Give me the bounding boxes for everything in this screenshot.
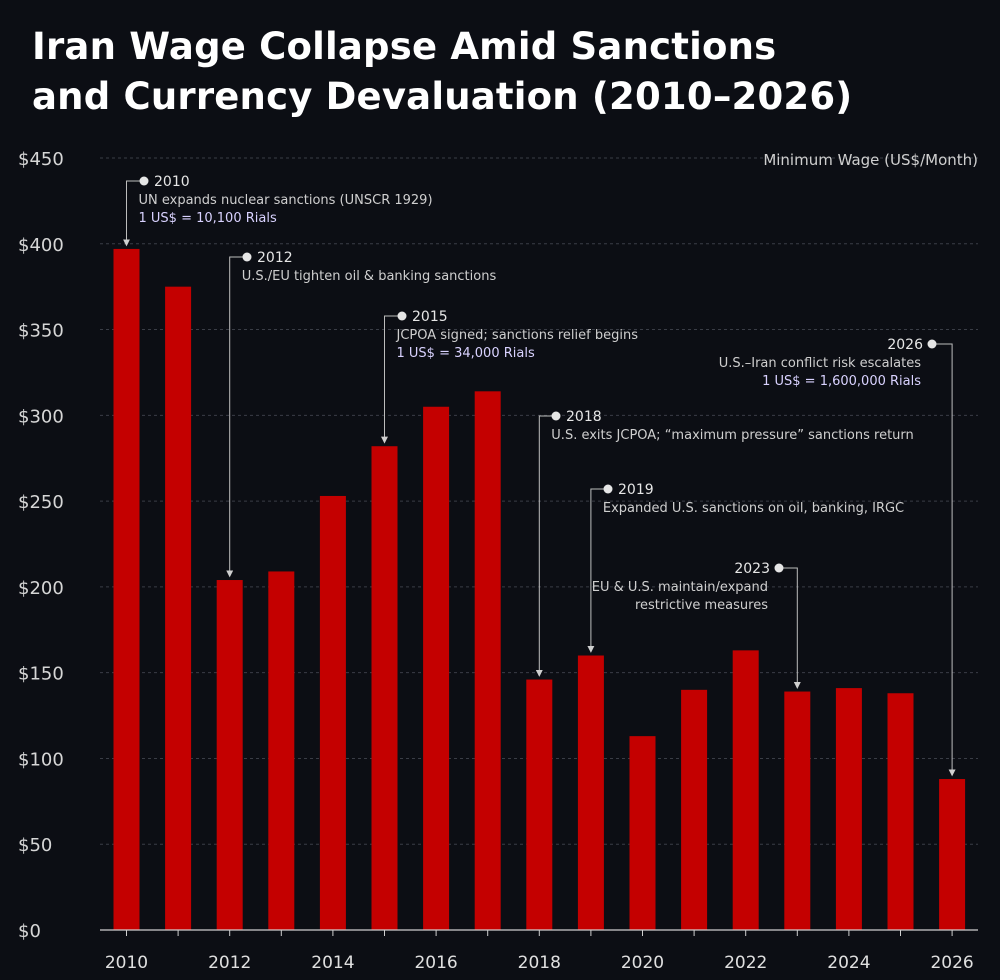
- x-tick-label: 2014: [311, 953, 354, 973]
- bar-2011: [165, 286, 192, 931]
- annotation-exchange-rate: 1 US$ = 34,000 Rials: [397, 346, 535, 361]
- bar-2010: [113, 248, 140, 930]
- annotation-2018: 2018 U.S. exits JCPOA; “maximum pressure”…: [535, 409, 914, 677]
- y-tick-label: $300: [18, 406, 64, 427]
- annotation-text: U.S.–Iran conflict risk escalates: [719, 356, 922, 371]
- annotation-arrow: [779, 567, 801, 689]
- bar-2019: [577, 655, 604, 930]
- x-tick-label: 2022: [724, 953, 767, 973]
- annotation-exchange-rate: 1 US$ = 10,100 Rials: [139, 211, 277, 226]
- x-tick-label: 2018: [518, 953, 561, 973]
- axes: $0 $50 $100 $150 $200 $250 $300 $350 $400 $450 201…: [18, 149, 978, 973]
- annotation-2012: 2012 U.S./EU tighten oil & banking sancti…: [226, 250, 497, 578]
- y-tick-label: $450: [18, 149, 64, 170]
- annotation-2010: 2010 UN expands nuclear sanctions (UNSCR …: [123, 174, 433, 247]
- chart-title-line-2: and Currency Devaluation (2010–2026): [32, 75, 853, 118]
- bar-2014: [319, 495, 346, 930]
- annotation-year: 2010: [154, 174, 190, 190]
- annotation-dot: [397, 311, 407, 321]
- x-tick-label: 2016: [414, 953, 457, 973]
- annotations: 2010 UN expands nuclear sanctions (UNSCR …: [123, 174, 956, 777]
- annotation-dot: [242, 252, 252, 262]
- annotation-arrow: [932, 343, 956, 777]
- y-tick-label: $250: [18, 492, 64, 513]
- annotation-arrow: [535, 415, 556, 677]
- bars: [113, 248, 966, 931]
- y-tick-label: $0: [18, 921, 41, 942]
- annotation-text: Expanded U.S. sanctions on oil, banking,…: [603, 501, 904, 516]
- bar-2018: [526, 679, 553, 930]
- annotation-arrow: [587, 488, 608, 653]
- x-tick-label: 2012: [208, 953, 251, 973]
- annotation-year: 2019: [618, 482, 654, 498]
- chart-title-line-1: Iran Wage Collapse Amid Sanctions: [32, 25, 777, 68]
- annotation-year: 2026: [887, 337, 923, 353]
- annotation-year: 2015: [412, 309, 448, 325]
- annotation-year: 2018: [566, 409, 602, 425]
- x-tick-label: 2020: [621, 953, 664, 973]
- annotation-year: 2023: [734, 561, 770, 577]
- bar-2021: [681, 689, 708, 930]
- annotation-year: 2012: [257, 250, 293, 266]
- annotation-arrow: [123, 180, 144, 247]
- y-tick-label: $400: [18, 235, 64, 256]
- bar-2013: [268, 571, 295, 930]
- bar-2022: [732, 650, 759, 930]
- annotation-2023: 2023 EU & U.S. maintain/expand restrictive…: [592, 561, 801, 689]
- bar-2015: [371, 446, 398, 930]
- bar-2016: [423, 406, 450, 930]
- annotation-dot: [603, 484, 613, 494]
- y-tick-label: $100: [18, 749, 64, 770]
- annotation-2015: 2015 JCPOA signed; sanctions relief begin…: [381, 309, 639, 444]
- y-tick-label: $150: [18, 664, 64, 685]
- annotation-dot: [551, 411, 561, 421]
- annotation-dot: [774, 563, 784, 573]
- annotation-text: restrictive measures: [635, 598, 768, 613]
- annotation-text: U.S./EU tighten oil & banking sanctions: [242, 269, 497, 284]
- annotation-text: JCPOA signed; sanctions relief begins: [396, 328, 639, 343]
- legend-label: Minimum Wage (US$/Month): [763, 151, 978, 169]
- bar-2025: [887, 693, 914, 930]
- bar-2020: [629, 736, 656, 930]
- x-tick-label: 2024: [827, 953, 870, 973]
- x-tick-label: 2010: [105, 953, 148, 973]
- bar-2017: [474, 391, 501, 930]
- annotation-arrow: [226, 256, 247, 578]
- x-tick-label: 2026: [930, 953, 973, 973]
- annotation-text: UN expands nuclear sanctions (UNSCR 1929…: [139, 193, 433, 208]
- annotation-arrow: [381, 315, 402, 444]
- annotation-dot: [139, 176, 149, 186]
- annotation-text: U.S. exits JCPOA; “maximum pressure” san…: [551, 428, 913, 443]
- bar-2026: [939, 779, 966, 930]
- bar-2024: [835, 688, 862, 930]
- annotation-2026: 2026 U.S.–Iran conflict risk escalates 1 U…: [719, 337, 956, 777]
- chart-title: Iran Wage Collapse Amid Sanctions and Cu…: [32, 22, 972, 122]
- y-tick-label: $350: [18, 321, 64, 342]
- y-tick-label: $50: [18, 835, 52, 856]
- annotation-2019: 2019 Expanded U.S. sanctions on oil, bank…: [587, 482, 904, 653]
- annotation-dot: [927, 339, 937, 349]
- bar-2023: [784, 691, 811, 930]
- annotation-exchange-rate: 1 US$ = 1,600,000 Rials: [762, 374, 921, 389]
- annotation-text: EU & U.S. maintain/expand: [592, 580, 768, 595]
- bar-2012: [216, 580, 243, 930]
- y-tick-label: $200: [18, 578, 64, 599]
